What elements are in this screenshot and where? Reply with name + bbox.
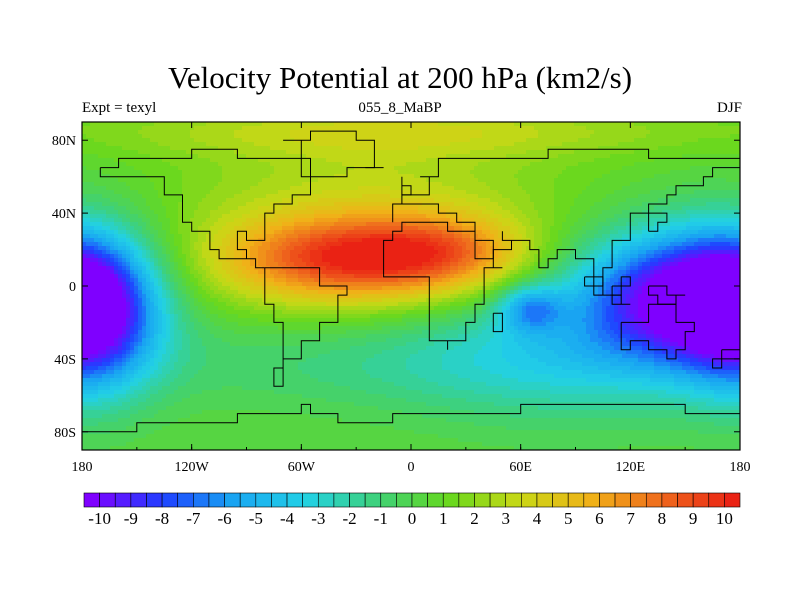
longitude-axis: 180 120W 60W 0 60E 120E 180 bbox=[72, 122, 751, 475]
colorbar-label: 6 bbox=[595, 509, 604, 528]
colorbar-label: -5 bbox=[249, 509, 263, 528]
y-tick-label: 40N bbox=[52, 207, 76, 222]
colorbar-swatch bbox=[630, 492, 647, 508]
colorbar-label: -10 bbox=[88, 509, 111, 528]
colorbar-swatch bbox=[161, 492, 179, 508]
colorbar-swatch bbox=[724, 492, 741, 508]
colorbar-label: 0 bbox=[408, 509, 417, 528]
colorbar-swatch bbox=[286, 492, 303, 508]
plot-title: Velocity Potential at 200 hPa (km2/s) bbox=[167, 60, 633, 95]
colorbar-swatch bbox=[661, 492, 678, 508]
colorbar-swatch bbox=[224, 492, 241, 508]
colorbar-swatch bbox=[442, 492, 460, 508]
experiment-label: Expt = texyl bbox=[82, 100, 157, 116]
x-tick-label: 60E bbox=[509, 460, 532, 475]
colorbar-label: 9 bbox=[689, 509, 698, 528]
x-tick-label: 180 bbox=[72, 460, 93, 475]
x-tick-label: 120W bbox=[175, 460, 210, 475]
colorbar-swatch bbox=[83, 492, 100, 508]
colorbar-swatch bbox=[99, 492, 116, 508]
colorbar-label: -9 bbox=[124, 509, 138, 528]
colorbar-swatch bbox=[271, 492, 288, 508]
colorbar-swatch bbox=[146, 492, 163, 508]
colorbar-swatch bbox=[692, 492, 710, 508]
colorbar-swatch bbox=[489, 492, 507, 508]
colorbar-label: -6 bbox=[217, 509, 231, 528]
y-tick-label: 80N bbox=[52, 134, 76, 149]
colorbar-swatch bbox=[474, 492, 491, 508]
colorbar-swatch bbox=[193, 492, 210, 508]
colorbar-swatch bbox=[302, 492, 319, 508]
colorbar-swatch bbox=[349, 492, 366, 508]
colorbar-label: 7 bbox=[626, 509, 635, 528]
x-tick-label: 120E bbox=[616, 460, 646, 475]
colorbar-swatch bbox=[521, 492, 538, 508]
colorbar-swatch bbox=[567, 492, 585, 508]
colorbar-swatch bbox=[239, 492, 257, 508]
x-tick-label: 60W bbox=[288, 460, 316, 475]
colorbar-swatch bbox=[583, 492, 600, 508]
colorbar-swatch bbox=[458, 492, 475, 508]
colorbar-swatch bbox=[614, 492, 631, 508]
colorbar-label: -3 bbox=[311, 509, 325, 528]
contour-field bbox=[82, 122, 740, 450]
coastlines bbox=[82, 130, 740, 433]
colorbar-swatch bbox=[599, 492, 616, 508]
colorbar-label: 5 bbox=[564, 509, 573, 528]
colorbar-swatch bbox=[317, 492, 335, 508]
y-tick-label: 0 bbox=[69, 280, 76, 295]
colorbar-swatch bbox=[505, 492, 522, 508]
colorbar-label: 2 bbox=[470, 509, 479, 528]
colorbar-label: 8 bbox=[658, 509, 667, 528]
x-tick-label: 0 bbox=[408, 460, 415, 475]
colorbar: -10 -9 -8 -7 -6 -5 -4 -3 -2 -1 0 1 2 3 4 5 6 7 8 9 10 bbox=[83, 492, 741, 528]
colorbar-label: -7 bbox=[186, 509, 201, 528]
colorbar-swatch bbox=[380, 492, 397, 508]
colorbar-label: 10 bbox=[716, 509, 733, 528]
y-tick-label: 80S bbox=[54, 426, 76, 441]
colorbar-label: -8 bbox=[155, 509, 169, 528]
colorbar-swatch bbox=[677, 492, 694, 508]
y-tick-label: 40S bbox=[54, 353, 76, 368]
season-label: DJF bbox=[716, 100, 742, 116]
colorbar-swatch bbox=[552, 492, 569, 508]
latitude-axis: 80N 40N 0 40S 80S bbox=[52, 134, 740, 441]
colorbar-swatch bbox=[427, 492, 444, 508]
case-label: 055_8_MaBP bbox=[358, 100, 442, 116]
colorbar-swatch bbox=[255, 492, 272, 508]
colorbar-label: -1 bbox=[374, 509, 388, 528]
colorbar-swatch bbox=[333, 492, 350, 508]
colorbar-swatch bbox=[645, 492, 663, 508]
colorbar-swatch bbox=[208, 492, 225, 508]
colorbar-label: -4 bbox=[280, 509, 295, 528]
colorbar-swatch bbox=[364, 492, 382, 508]
colorbar-label: 1 bbox=[439, 509, 448, 528]
colorbar-swatch bbox=[536, 492, 553, 508]
colorbar-swatch bbox=[114, 492, 132, 508]
colorbar-swatch bbox=[130, 492, 147, 508]
colorbar-label: -2 bbox=[342, 509, 356, 528]
colorbar-swatch bbox=[177, 492, 194, 508]
colorbar-label: 3 bbox=[501, 509, 510, 528]
colorbar-swatch bbox=[396, 492, 413, 508]
colorbar-label: 4 bbox=[533, 509, 542, 528]
x-tick-label: 180 bbox=[730, 460, 751, 475]
colorbar-swatch bbox=[708, 492, 725, 508]
colorbar-swatch bbox=[411, 492, 428, 508]
